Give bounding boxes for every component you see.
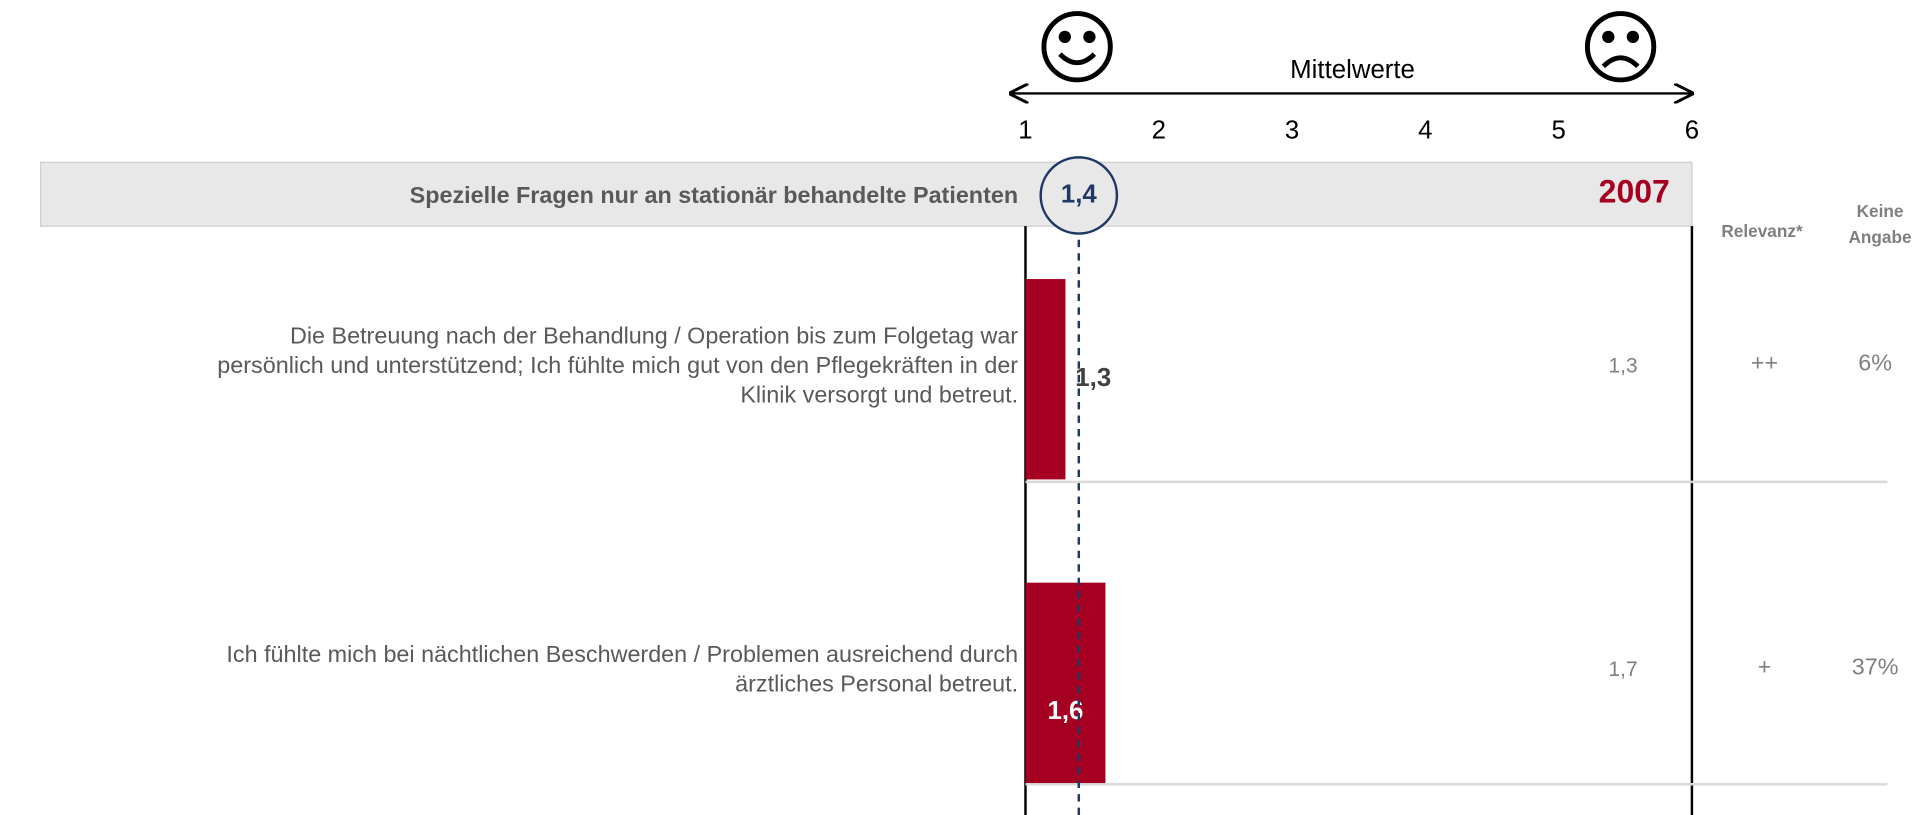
x-tick-label: 1: [1018, 116, 1032, 144]
mean-circle: [1039, 156, 1119, 235]
section-title: Spezielle Fragen nur an stationär behand…: [410, 182, 1018, 208]
previous-value: 1,3: [1609, 354, 1638, 377]
x-tick-label: 4: [1418, 116, 1432, 144]
x-tick-label: 5: [1551, 116, 1565, 144]
category-label: persönlich und unterstützend; Ich fühlte…: [217, 352, 1018, 378]
no-answer: 6%: [1858, 350, 1892, 376]
previous-value: 1,7: [1609, 658, 1638, 681]
bar: [1025, 582, 1106, 784]
value-label: 1,3: [1075, 364, 1111, 392]
relevance: +: [1758, 653, 1772, 679]
value-label: 1,6: [1048, 697, 1084, 725]
smiley-happy: [1041, 11, 1113, 83]
category-label: Die Betreuung nach der Behandlung / Oper…: [290, 323, 1018, 349]
category-label: ärztliches Personal betreut.: [735, 670, 1018, 696]
year: 2007: [1599, 174, 1670, 210]
section-band: [39, 161, 1693, 227]
relevance: ++: [1751, 350, 1778, 376]
column-header: Keine: [1857, 201, 1904, 221]
column-header: Relevanz*: [1721, 221, 1803, 241]
category-label: Klinik versorgt und betreut.: [740, 382, 1018, 408]
category-label: Ich fühlte mich bei nächtlichen Beschwer…: [226, 641, 1018, 667]
no-answer: 37%: [1852, 653, 1899, 679]
x-tick-label: 2: [1152, 116, 1166, 144]
bar: [1025, 279, 1066, 480]
axis-label: Mittelwerte: [1290, 56, 1415, 84]
x-tick-label: 3: [1285, 116, 1299, 144]
mean-label: 1,4: [1061, 180, 1098, 208]
x-tick-label: 6: [1685, 116, 1699, 144]
smiley-sad: [1584, 11, 1657, 83]
column-header: Angabe: [1848, 227, 1911, 247]
